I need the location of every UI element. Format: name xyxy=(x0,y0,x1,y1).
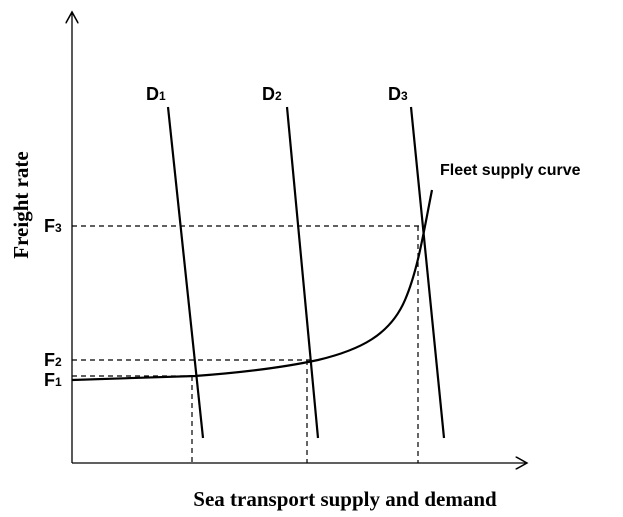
supply-curve xyxy=(71,189,434,382)
freight-label: F2 xyxy=(44,350,62,370)
demand-label: D2 xyxy=(262,84,282,104)
demand-label: D1 xyxy=(146,84,166,104)
f3-guide xyxy=(72,225,423,463)
f1-guide xyxy=(72,375,194,463)
f2-guide xyxy=(72,359,310,463)
x-axis-title: Sea transport supply and demand xyxy=(193,487,497,511)
freight-label: F1 xyxy=(44,370,62,390)
freight-label: F3 xyxy=(44,216,62,236)
y-axis-title: Freight rate xyxy=(9,151,33,258)
demand-curve xyxy=(166,106,205,439)
supply-label: Fleet supply curve xyxy=(440,162,581,179)
demand-curve xyxy=(285,106,320,439)
demand-curve xyxy=(409,106,446,439)
demand-label: D3 xyxy=(388,84,408,104)
